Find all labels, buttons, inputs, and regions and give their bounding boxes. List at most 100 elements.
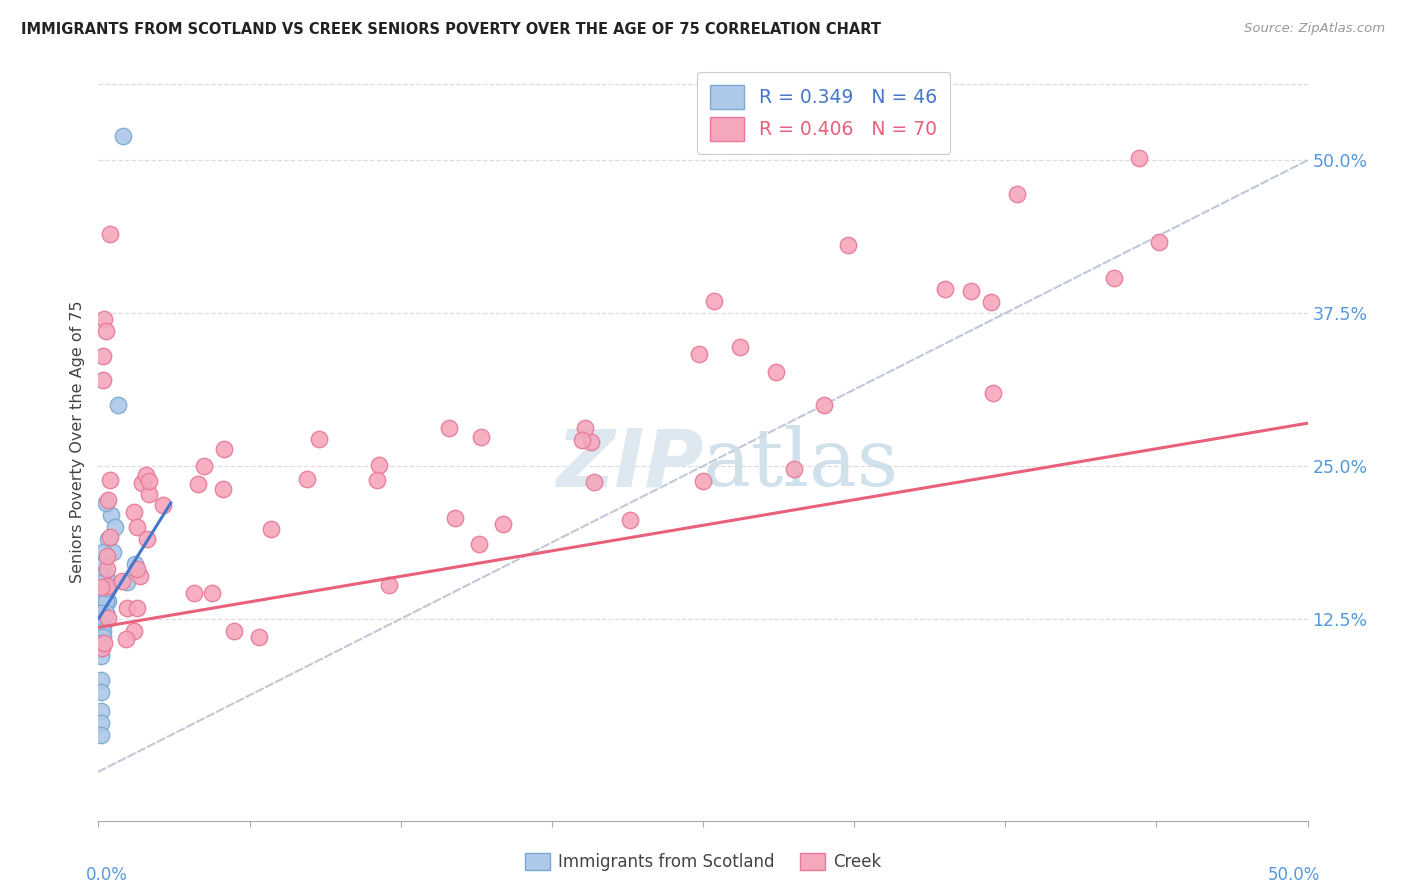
Point <box>94 582 117 596</box>
Point <box>111 128 134 143</box>
Point <box>93 312 115 326</box>
Text: ZIP: ZIP <box>555 425 703 503</box>
Point <box>90 606 112 620</box>
Point <box>91 593 114 607</box>
Point <box>96 549 118 563</box>
Point <box>212 442 235 456</box>
Point <box>90 575 112 590</box>
Point <box>492 517 515 532</box>
Point <box>124 505 146 519</box>
Text: atlas: atlas <box>703 425 898 503</box>
Point <box>94 496 117 510</box>
Point <box>138 475 160 489</box>
Point <box>90 612 112 626</box>
Point <box>125 561 148 575</box>
Legend: Immigrants from Scotland, Creek: Immigrants from Scotland, Creek <box>516 845 890 880</box>
Point <box>783 461 806 475</box>
Y-axis label: Seniors Poverty Over the Age of 75: Seniors Poverty Over the Age of 75 <box>69 301 84 582</box>
Point <box>94 569 117 583</box>
Point <box>94 593 117 607</box>
Point <box>368 458 391 472</box>
Point <box>90 612 112 626</box>
Point <box>1128 151 1150 165</box>
Point <box>1007 186 1029 201</box>
Point <box>138 487 160 501</box>
Point <box>125 601 148 615</box>
Text: Source: ZipAtlas.com: Source: ZipAtlas.com <box>1244 22 1385 36</box>
Point <box>94 582 117 596</box>
Point <box>98 227 121 241</box>
Point <box>366 473 388 487</box>
Point <box>765 365 787 379</box>
Point <box>90 582 112 596</box>
Point <box>212 482 235 496</box>
Point <box>980 294 1002 309</box>
Point <box>91 624 114 639</box>
Point <box>260 522 283 536</box>
Point <box>201 585 224 599</box>
Point <box>439 421 461 435</box>
Point <box>117 575 139 590</box>
Point <box>689 346 711 360</box>
Point <box>94 606 117 620</box>
Point <box>571 433 593 447</box>
Point <box>91 557 114 571</box>
Point <box>90 715 112 730</box>
Point <box>90 587 112 601</box>
Point <box>96 562 118 576</box>
Point <box>90 618 112 632</box>
Point <box>619 513 641 527</box>
Point <box>97 533 120 547</box>
Point <box>692 475 714 489</box>
Point <box>90 685 112 699</box>
Point <box>444 511 467 525</box>
Point <box>125 520 148 534</box>
Point <box>470 429 492 443</box>
Point <box>100 508 122 522</box>
Point <box>224 624 246 638</box>
Point <box>981 386 1004 401</box>
Point <box>90 569 112 583</box>
Point <box>90 704 112 718</box>
Point <box>91 349 114 363</box>
Point <box>934 282 956 296</box>
Point <box>90 636 112 650</box>
Point <box>97 593 120 607</box>
Point <box>96 579 118 593</box>
Point <box>115 632 138 647</box>
Point <box>122 624 145 639</box>
Point <box>703 294 725 309</box>
Point <box>582 475 605 490</box>
Text: 50.0%: 50.0% <box>1267 866 1320 884</box>
Point <box>117 601 139 615</box>
Point <box>90 599 112 614</box>
Text: IMMIGRANTS FROM SCOTLAND VS CREEK SENIORS POVERTY OVER THE AGE OF 75 CORRELATION: IMMIGRANTS FROM SCOTLAND VS CREEK SENIOR… <box>21 22 882 37</box>
Point <box>960 284 983 298</box>
Text: 0.0%: 0.0% <box>86 866 128 884</box>
Point <box>90 593 112 607</box>
Point <box>467 537 489 551</box>
Point <box>96 325 118 339</box>
Point <box>91 575 114 590</box>
Point <box>728 340 751 354</box>
Point <box>295 472 318 486</box>
Point <box>90 642 112 657</box>
Point <box>91 618 114 632</box>
Point <box>813 398 835 412</box>
Point <box>91 544 114 558</box>
Point <box>579 434 602 449</box>
Point <box>90 606 112 620</box>
Point <box>308 432 330 446</box>
Point <box>187 477 209 491</box>
Legend: R = 0.349   N = 46, R = 0.406   N = 70: R = 0.349 N = 46, R = 0.406 N = 70 <box>697 72 950 153</box>
Point <box>98 473 121 487</box>
Point <box>91 569 114 583</box>
Point <box>131 475 153 490</box>
Point <box>90 618 112 632</box>
Point <box>128 569 150 583</box>
Point <box>193 459 215 474</box>
Point <box>107 398 129 412</box>
Point <box>90 648 112 663</box>
Point <box>101 544 124 558</box>
Point <box>152 498 174 512</box>
